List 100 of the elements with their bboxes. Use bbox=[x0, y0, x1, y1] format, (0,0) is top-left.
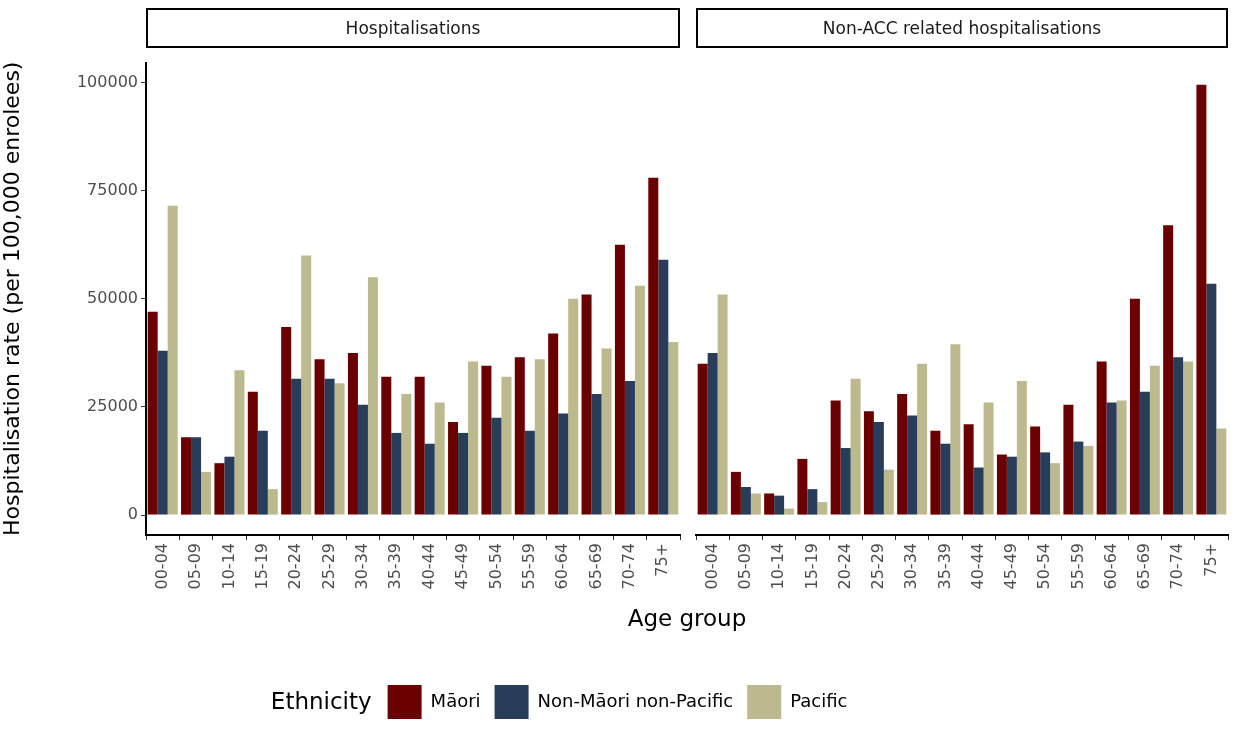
bar bbox=[1216, 428, 1227, 515]
bar bbox=[534, 359, 545, 515]
bar bbox=[1183, 361, 1194, 515]
y-tick-label: 0 bbox=[127, 504, 138, 524]
bar bbox=[940, 443, 951, 515]
bar bbox=[257, 430, 268, 515]
bar bbox=[873, 422, 884, 515]
x-tick-label: 20-24 bbox=[834, 543, 854, 590]
bar bbox=[750, 493, 761, 515]
bar bbox=[817, 502, 828, 515]
x-tick-label: 70-74 bbox=[1167, 543, 1187, 590]
bar bbox=[1006, 456, 1017, 515]
bar bbox=[558, 413, 569, 515]
x-tick-label: 50-54 bbox=[485, 543, 505, 590]
x-tick-label: 40-44 bbox=[418, 543, 438, 590]
x-tick-label: 35-39 bbox=[385, 543, 405, 590]
x-tick-label: 05-09 bbox=[735, 543, 755, 590]
chart-title: Hospitalisations bbox=[146, 8, 680, 48]
bar bbox=[314, 359, 325, 515]
bar bbox=[1016, 380, 1027, 515]
y-tick-label: 75000 bbox=[87, 179, 138, 199]
y-tick-label: 50000 bbox=[87, 287, 138, 307]
bar bbox=[1129, 298, 1140, 515]
bar bbox=[367, 277, 378, 515]
x-tick-label: 75+ bbox=[1200, 543, 1220, 577]
bar bbox=[214, 463, 225, 515]
x-tick-label: 45-49 bbox=[1001, 543, 1021, 590]
x-tick-label: 30-34 bbox=[901, 543, 921, 590]
bar bbox=[591, 393, 602, 515]
bar bbox=[883, 469, 894, 515]
bar bbox=[347, 352, 358, 515]
x-tick-label: 25-29 bbox=[868, 543, 888, 590]
bar bbox=[524, 430, 535, 515]
bar bbox=[334, 383, 345, 515]
y-tick-label: 25000 bbox=[87, 396, 138, 416]
bar bbox=[291, 378, 302, 515]
bar bbox=[614, 244, 625, 515]
bar bbox=[357, 404, 368, 515]
bar bbox=[907, 415, 918, 515]
x-tick-label: 00-04 bbox=[701, 543, 721, 590]
legend-label: Māori bbox=[430, 689, 481, 711]
bar bbox=[1096, 361, 1107, 515]
bar bbox=[401, 393, 412, 515]
x-tick-label: 30-34 bbox=[352, 543, 372, 590]
bar bbox=[1139, 391, 1150, 515]
bar bbox=[1073, 441, 1084, 515]
x-tick-label: 55-59 bbox=[1067, 543, 1087, 590]
x-tick-label: 20-24 bbox=[285, 543, 305, 590]
bar bbox=[147, 311, 158, 515]
bar bbox=[658, 259, 669, 515]
bar bbox=[1163, 225, 1174, 515]
bar bbox=[581, 294, 592, 515]
x-tick-label: 15-19 bbox=[251, 543, 271, 590]
x-tick-label: 70-74 bbox=[619, 543, 639, 590]
bar bbox=[201, 471, 212, 515]
bar bbox=[1196, 84, 1207, 515]
bar bbox=[917, 363, 928, 515]
bar bbox=[568, 298, 579, 515]
bar bbox=[668, 342, 679, 515]
bar bbox=[167, 205, 178, 515]
bar bbox=[840, 448, 851, 515]
bar bbox=[1149, 365, 1160, 515]
bar bbox=[267, 489, 278, 515]
x-tick-label: 10-14 bbox=[768, 543, 788, 590]
bar bbox=[764, 493, 775, 515]
bar bbox=[424, 443, 435, 515]
bar bbox=[191, 437, 202, 515]
bar bbox=[996, 454, 1007, 515]
bar bbox=[1106, 402, 1117, 515]
bar bbox=[324, 378, 335, 515]
x-tick-label: 45-49 bbox=[452, 543, 472, 590]
bar bbox=[514, 357, 525, 515]
bar bbox=[797, 458, 808, 515]
bar bbox=[481, 365, 492, 515]
bar bbox=[717, 294, 728, 515]
x-tick-label: 60-64 bbox=[552, 543, 572, 590]
bar bbox=[181, 437, 192, 515]
bar bbox=[548, 333, 559, 515]
bar bbox=[1063, 404, 1074, 515]
bar bbox=[247, 391, 258, 515]
bar bbox=[830, 400, 841, 515]
bar bbox=[963, 424, 974, 515]
bar bbox=[224, 456, 235, 515]
bar bbox=[157, 350, 168, 515]
x-tick-label: 00-04 bbox=[151, 543, 171, 590]
x-axis-title: Age group bbox=[626, 605, 748, 631]
chart-title: Non-ACC related hospitalisations bbox=[696, 8, 1228, 48]
x-tick-label: 35-39 bbox=[934, 543, 954, 590]
bar bbox=[863, 411, 874, 515]
bar bbox=[1173, 357, 1184, 515]
legend-title: Ethnicity bbox=[270, 688, 372, 714]
bar bbox=[281, 326, 292, 515]
bar bbox=[391, 432, 402, 515]
x-tick-label: 40-44 bbox=[967, 543, 987, 590]
bar bbox=[624, 380, 635, 515]
bar bbox=[774, 495, 785, 515]
x-tick-label: 65-69 bbox=[1134, 543, 1154, 590]
bar bbox=[1083, 445, 1094, 515]
bar bbox=[1116, 400, 1127, 515]
bar bbox=[414, 376, 425, 515]
